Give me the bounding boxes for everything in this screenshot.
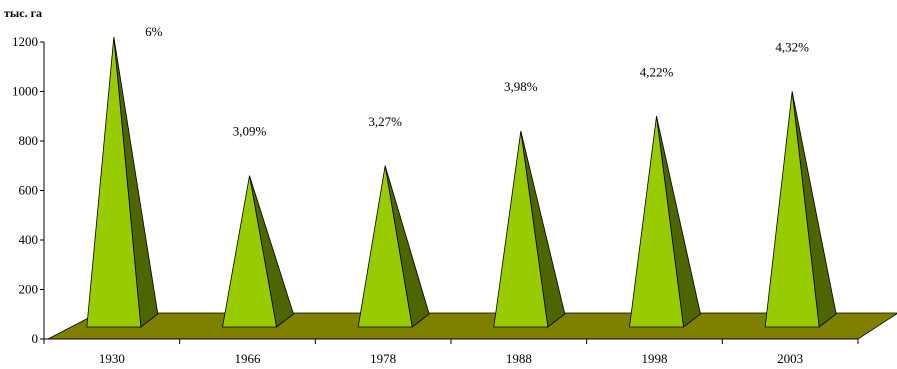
y-tick-label: 1200 xyxy=(12,34,38,49)
data-label: 4,32% xyxy=(775,40,809,55)
pyramid-front-face xyxy=(629,116,684,328)
pyramid-bar xyxy=(222,175,294,328)
pyramid-front-face xyxy=(357,165,413,328)
y-tick-label: 400 xyxy=(19,232,39,247)
pyramid-bar xyxy=(357,165,430,328)
pyramid-bar xyxy=(493,131,566,328)
pyramid-front-face xyxy=(86,37,142,328)
y-tick-label: 600 xyxy=(19,183,39,198)
x-tick-label: 1966 xyxy=(235,351,262,366)
data-label: 3,09% xyxy=(233,124,267,139)
pyramid-bar xyxy=(764,91,837,328)
pyramid-front-face xyxy=(222,175,277,328)
y-tick-label: 200 xyxy=(19,282,39,297)
data-label: 3,98% xyxy=(504,79,538,94)
x-tick-label: 1988 xyxy=(506,351,532,366)
y-tick-label: 1000 xyxy=(12,84,38,99)
y-axis-label: тыс. га xyxy=(4,6,42,20)
pyramid-front-face xyxy=(764,91,820,328)
y-tick-label: 0 xyxy=(32,331,39,346)
pyramid-bar xyxy=(86,36,159,328)
x-tick-label: 1978 xyxy=(370,351,396,366)
pyramid-front-face xyxy=(493,131,549,328)
data-label: 3,27% xyxy=(368,114,402,129)
data-label: 6% xyxy=(145,24,163,39)
x-tick-label: 1998 xyxy=(642,351,668,366)
x-tick-label: 2003 xyxy=(777,351,803,366)
pyramid-bar xyxy=(629,116,701,328)
y-tick-label: 800 xyxy=(19,133,39,148)
x-tick-label: 1930 xyxy=(99,351,125,366)
data-label: 4,22% xyxy=(640,64,674,79)
